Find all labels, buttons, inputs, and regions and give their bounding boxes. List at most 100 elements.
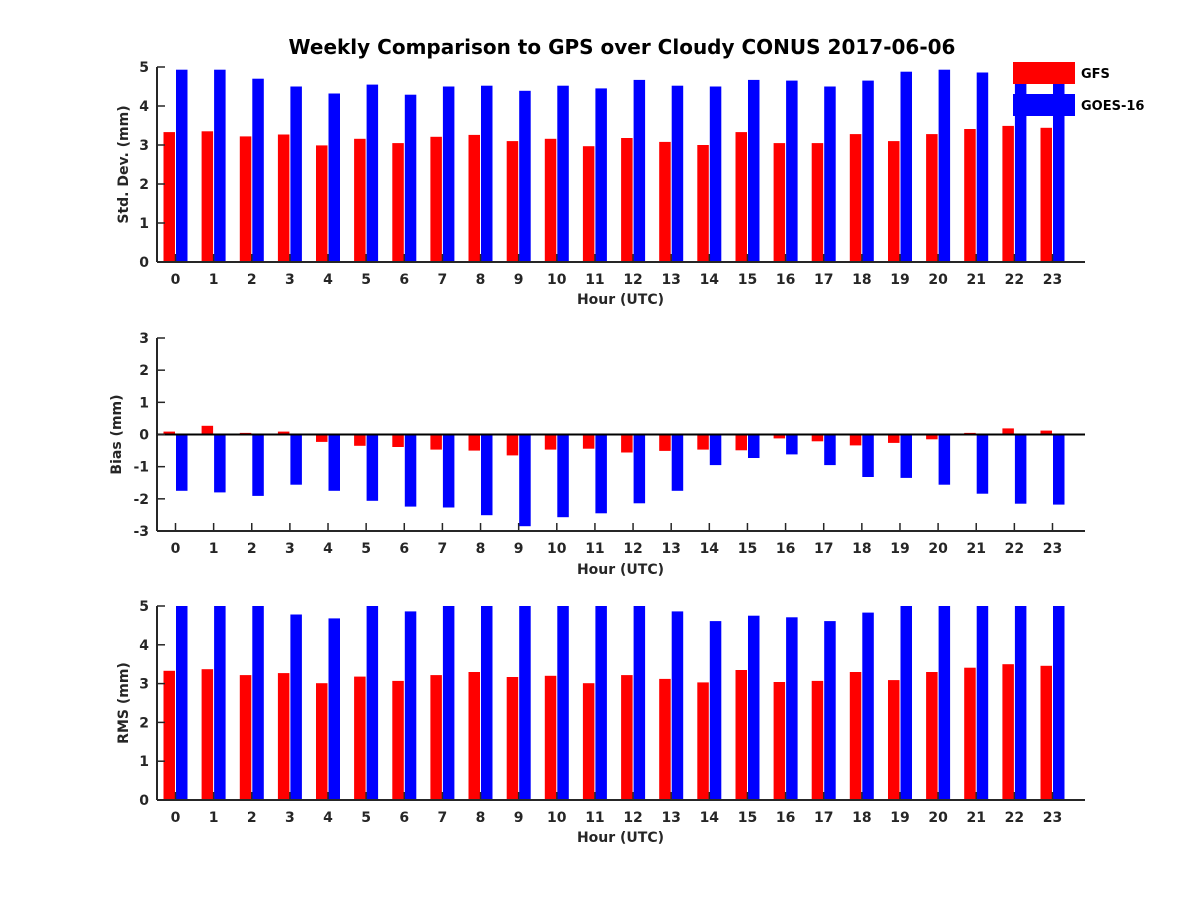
bar-goes-16-hour-20 (938, 69, 951, 262)
x-axis-label: Hour (UTC) (577, 562, 664, 578)
legend-swatch-gfs (1013, 62, 1075, 84)
bar-gfs-hour-7 (430, 136, 442, 262)
x-tick-label: 7 (438, 810, 448, 826)
y-tick-label: 0 (139, 428, 149, 444)
x-tick-label: 5 (361, 541, 371, 557)
bar-goes-16-hour-22 (1014, 606, 1027, 800)
bar-goes-16-hour-2 (252, 78, 264, 262)
bar-goes-16-hour-13 (671, 434, 684, 491)
x-tick-label: 7 (438, 272, 448, 288)
legend-label-goes-16: GOES-16 (1081, 99, 1144, 114)
y-tick-label: 4 (139, 99, 149, 115)
x-tick-label: 1 (209, 541, 219, 557)
x-tick-label: 2 (247, 541, 257, 557)
bar-goes-16-hour-2 (252, 434, 264, 496)
x-tick-label: 4 (323, 810, 333, 826)
bar-goes-16-hour-11 (595, 88, 607, 263)
bar-gfs-hour-5 (354, 138, 366, 262)
y-tick-label: 2 (139, 363, 149, 379)
bar-goes-16-hour-14 (709, 86, 722, 262)
bar-gfs-hour-6 (392, 143, 404, 262)
x-tick-label: 21 (966, 810, 985, 826)
bar-gfs-hour-0 (163, 431, 175, 435)
x-tick-label: 0 (171, 810, 181, 826)
bar-gfs-hour-17 (811, 680, 824, 800)
y-tick-label: 4 (139, 638, 149, 654)
x-tick-label: 17 (814, 541, 833, 557)
bar-goes-16-hour-5 (366, 434, 379, 501)
x-tick-label: 17 (814, 810, 833, 826)
bar-gfs-hour-13 (659, 141, 671, 262)
bar-gfs-hour-0 (163, 670, 175, 800)
bar-goes-16-hour-19 (900, 71, 912, 262)
bar-gfs-hour-10 (544, 434, 557, 450)
bar-gfs-hour-23 (1040, 127, 1052, 262)
y-tick-label: 1 (139, 216, 149, 232)
bar-goes-16-hour-8 (481, 434, 493, 516)
bar-gfs-hour-20 (926, 434, 938, 440)
y-tick-label: -2 (133, 492, 149, 508)
x-tick-label: 10 (547, 541, 567, 557)
bar-gfs-hour-8 (468, 134, 480, 262)
x-tick-label: 23 (1043, 272, 1062, 288)
bar-goes-16-hour-17 (824, 621, 836, 800)
bar-goes-16-hour-12 (633, 606, 646, 800)
x-tick-label: 13 (661, 541, 680, 557)
y-tick-label: 0 (139, 793, 149, 809)
bar-goes-16-hour-1 (214, 69, 226, 262)
bar-goes-16-hour-23 (1053, 434, 1065, 505)
x-tick-label: 12 (623, 810, 642, 826)
bar-gfs-hour-5 (354, 434, 366, 446)
x-tick-label: 20 (928, 541, 948, 557)
x-tick-label: 15 (738, 810, 757, 826)
x-tick-label: 13 (661, 272, 680, 288)
bar-gfs-hour-15 (735, 434, 747, 451)
x-axis-label: Hour (UTC) (577, 830, 664, 846)
x-tick-label: 2 (247, 810, 257, 826)
x-tick-label: 22 (1005, 810, 1024, 826)
bar-goes-16-hour-18 (862, 434, 874, 477)
x-tick-label: 10 (547, 272, 567, 288)
bar-gfs-hour-14 (697, 434, 709, 450)
x-tick-label: 7 (438, 541, 448, 557)
bar-gfs-hour-20 (926, 672, 938, 800)
x-tick-label: 1 (209, 272, 219, 288)
bar-goes-16-hour-10 (557, 85, 569, 262)
bar-goes-16-hour-20 (938, 606, 951, 800)
x-tick-label: 18 (852, 541, 871, 557)
bar-gfs-hour-17 (811, 434, 824, 442)
x-tick-label: 3 (285, 810, 295, 826)
bar-gfs-hour-8 (468, 434, 480, 451)
y-tick-label: 5 (139, 60, 149, 76)
bar-goes-16-hour-3 (290, 434, 302, 485)
x-tick-label: 15 (738, 541, 757, 557)
bar-gfs-hour-9 (506, 677, 519, 800)
x-tick-label: 14 (700, 272, 720, 288)
x-tick-label: 16 (776, 272, 795, 288)
bar-gfs-hour-17 (811, 143, 824, 262)
x-tick-label: 11 (585, 541, 604, 557)
bar-gfs-hour-22 (1002, 125, 1014, 263)
bar-gfs-hour-1 (201, 425, 214, 435)
bar-goes-16-hour-9 (519, 90, 531, 262)
bar-goes-16-hour-21 (976, 434, 989, 494)
bar-gfs-hour-13 (659, 678, 671, 800)
bar-gfs-hour-21 (964, 667, 976, 800)
bar-goes-16-hour-16 (786, 434, 798, 455)
bar-goes-16-hour-6 (404, 611, 417, 800)
bar-gfs-hour-20 (926, 134, 938, 262)
x-tick-label: 20 (928, 810, 948, 826)
x-tick-label: 17 (814, 272, 833, 288)
bar-gfs-hour-12 (621, 138, 633, 262)
bar-goes-16-hour-1 (214, 606, 226, 800)
bar-gfs-hour-15 (735, 132, 747, 262)
bar-goes-16-hour-18 (862, 80, 874, 262)
x-tick-label: 9 (514, 541, 524, 557)
x-tick-label: 21 (966, 272, 985, 288)
bar-goes-16-hour-19 (900, 434, 912, 478)
x-tick-label: 5 (361, 810, 371, 826)
bar-gfs-hour-0 (163, 132, 175, 262)
x-tick-label: 19 (890, 810, 909, 826)
x-tick-label: 19 (890, 541, 909, 557)
